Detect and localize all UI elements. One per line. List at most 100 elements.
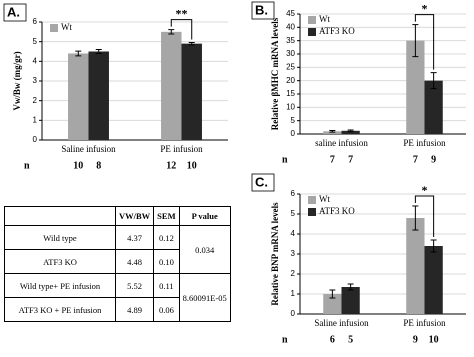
row-label: Wild type+ PE infusion — [4, 273, 116, 298]
y-tick-label: 2 — [33, 96, 38, 105]
y-tick-label: 20 — [286, 76, 295, 85]
legend-label: ATF3 KO — [319, 26, 355, 36]
header-cell: P value — [178, 206, 231, 226]
bar — [88, 51, 109, 140]
legend-swatch — [50, 24, 58, 32]
row-label: ATF3 KO — [4, 249, 116, 274]
bar — [323, 294, 342, 314]
n-value: 10 — [187, 160, 197, 171]
y-tick-label: 15 — [286, 89, 295, 98]
table-header: VW/BW SEM P value — [4, 206, 231, 226]
n-value: 10 — [429, 334, 439, 345]
n-value: 6 — [330, 334, 335, 345]
error-bar — [412, 24, 419, 58]
n-value: 7 — [413, 154, 418, 165]
n-value: 12 — [166, 160, 176, 171]
y-tick-label: 30 — [286, 49, 295, 58]
legend-swatch — [308, 16, 316, 24]
header-cell: SEM — [153, 206, 180, 226]
header-cell: VW/BW — [114, 206, 155, 226]
y-tick-label: 35 — [286, 36, 295, 45]
significance-bracket — [414, 195, 435, 237]
x-tick-label: PE infusion — [160, 144, 203, 154]
n-value: 5 — [348, 334, 353, 345]
table-row: ATF3 KO + PE infusion 4.89 0.06 — [4, 297, 231, 322]
panel-label-box — [251, 173, 275, 192]
legend-label: Wt — [319, 14, 330, 24]
y-tick-label: 10 — [286, 102, 295, 111]
n-value: 7 — [348, 154, 353, 165]
p-value-cell: 8.60091E-05 — [178, 273, 231, 322]
value-cell: 0.11 — [153, 273, 180, 298]
error-bar — [347, 283, 354, 291]
row-label: ATF3 KO + PE infusion — [4, 297, 116, 322]
bar — [181, 43, 202, 141]
y-tick-label: 0 — [291, 129, 296, 138]
y-tick-label: 4 — [33, 56, 38, 65]
y-tick-label: 40 — [286, 22, 295, 31]
error-bar — [430, 72, 437, 90]
p-value-cell: 0.034 — [178, 225, 231, 274]
error-bar — [329, 130, 336, 133]
y-tick-label: 3 — [291, 249, 296, 258]
bar — [341, 287, 360, 314]
bar — [68, 53, 89, 140]
row-label: Wild type — [4, 225, 116, 250]
y-tick-label: 25 — [286, 62, 295, 71]
y-tick-label: 5 — [291, 209, 296, 218]
n-label: n — [282, 334, 288, 345]
value-cell: 4.37 — [114, 225, 155, 250]
value-cell: 5.52 — [114, 273, 155, 298]
panel-label-box — [251, 1, 275, 20]
y-axis-label: Relative BNP mRNA levels — [270, 202, 280, 306]
y-tick-label: 1 — [33, 115, 38, 124]
panel-label: C. — [255, 174, 268, 189]
stats-table: VW/BW SEM P value Wild type 4.37 0.12 0.034… — [4, 206, 231, 322]
y-tick-label: 4 — [291, 229, 296, 238]
bar — [161, 31, 182, 140]
n-value: 10 — [73, 160, 83, 171]
y-tick-label: 6 — [291, 189, 296, 198]
legend-label: ATF3 KO — [319, 206, 355, 216]
error-bar — [329, 289, 336, 299]
n-value: 9 — [431, 154, 436, 165]
y-tick-label: 5 — [33, 37, 38, 46]
legend-label: Wt — [61, 22, 72, 32]
y-axis-label: Relative βMHC mRNA levels — [270, 17, 280, 130]
y-tick-label: 5 — [291, 116, 296, 125]
y-tick-label: 2 — [291, 269, 296, 278]
error-bar — [430, 239, 437, 253]
n-value: 8 — [96, 160, 101, 171]
error-bar — [95, 49, 102, 54]
n-value: 7 — [330, 154, 335, 165]
panel-label: A. — [7, 4, 20, 19]
n-label: n — [24, 160, 30, 171]
y-tick-label: 0 — [291, 309, 296, 318]
value-cell: 4.89 — [114, 297, 155, 322]
n-label: n — [282, 154, 288, 165]
x-tick-label: Saline infusion — [61, 144, 116, 154]
y-tick-label: 1 — [291, 289, 296, 298]
y-axis-label: Vw/Bw (mg/gr) — [12, 51, 22, 110]
significance-bracket — [170, 19, 193, 40]
panel-label: B. — [255, 2, 268, 17]
value-cell: 0.06 — [153, 297, 180, 322]
significance-label: * — [422, 183, 428, 197]
legend-swatch — [308, 208, 316, 216]
y-tick-label: 3 — [33, 76, 38, 85]
x-tick-label: saline infusion — [315, 138, 368, 148]
error-bar — [75, 50, 82, 57]
value-cell: 4.48 — [114, 249, 155, 274]
error-bar — [168, 29, 175, 35]
y-tick-label: 45 — [286, 9, 295, 18]
y-tick-label: 6 — [33, 17, 38, 26]
legend-swatch — [308, 28, 316, 36]
value-cell: 0.10 — [153, 249, 180, 274]
significance-label: * — [422, 1, 428, 15]
table-row: Wild type+ PE infusion 5.52 0.11 8.60091E-0… — [4, 273, 231, 322]
bar — [424, 80, 443, 134]
blank-cell — [4, 206, 116, 226]
bar — [406, 40, 425, 134]
bar — [323, 131, 342, 134]
